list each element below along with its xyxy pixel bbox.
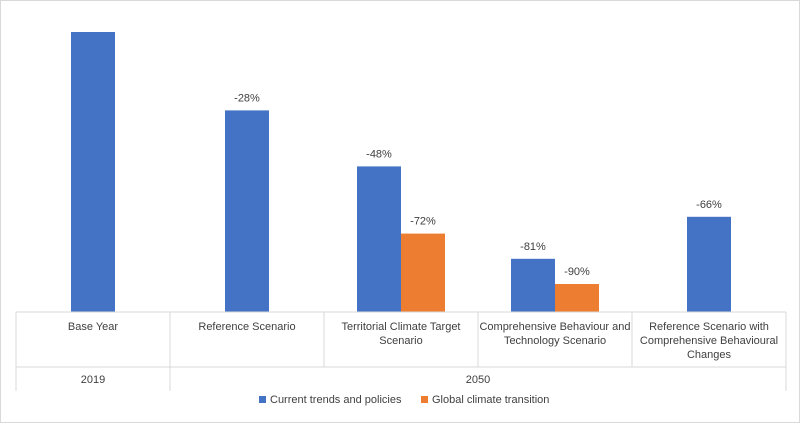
data-label-0-1: -28% xyxy=(234,92,260,104)
data-label-1-3: -90% xyxy=(564,266,590,278)
data-label-1-2: -72% xyxy=(410,216,436,228)
bar-0-1 xyxy=(225,110,269,313)
data-label-0-3: -81% xyxy=(520,241,546,253)
bar-0-0 xyxy=(71,32,115,312)
group-label-2019: 2019 xyxy=(81,374,105,386)
data-label-0-2: -48% xyxy=(366,148,392,160)
plot-area: -28% -48% -72% -81% -90% -66% xyxy=(71,32,731,313)
tick-label-4: Reference Scenario with Comprehensive Beh… xyxy=(640,321,778,361)
bar-0-3 xyxy=(511,258,555,312)
tick-label-2: Territorial Climate Target Scenario xyxy=(341,321,460,347)
group-label-2050: 2050 xyxy=(466,374,490,386)
tick-label-0: Base Year xyxy=(68,321,118,333)
bar-0-2 xyxy=(357,166,401,312)
bar-1-3 xyxy=(555,284,599,312)
legend-swatch-0 xyxy=(259,396,266,403)
tick-label-3: Comprehensive Behaviour and Technology Sc… xyxy=(479,321,630,347)
category-axis: Base Year Reference Scenario Territorial C… xyxy=(15,311,787,391)
legend-label-1: Global climate transition xyxy=(432,394,549,406)
legend-swatch-1 xyxy=(421,396,428,403)
legend-label-0: Current trends and policies xyxy=(270,394,402,406)
bar-0-4 xyxy=(687,216,731,312)
tick-label-1: Reference Scenario xyxy=(198,321,295,333)
legend: Current trends and policies Global climat… xyxy=(259,394,549,406)
data-label-0-4: -66% xyxy=(696,199,722,211)
bar-1-2 xyxy=(401,233,445,312)
